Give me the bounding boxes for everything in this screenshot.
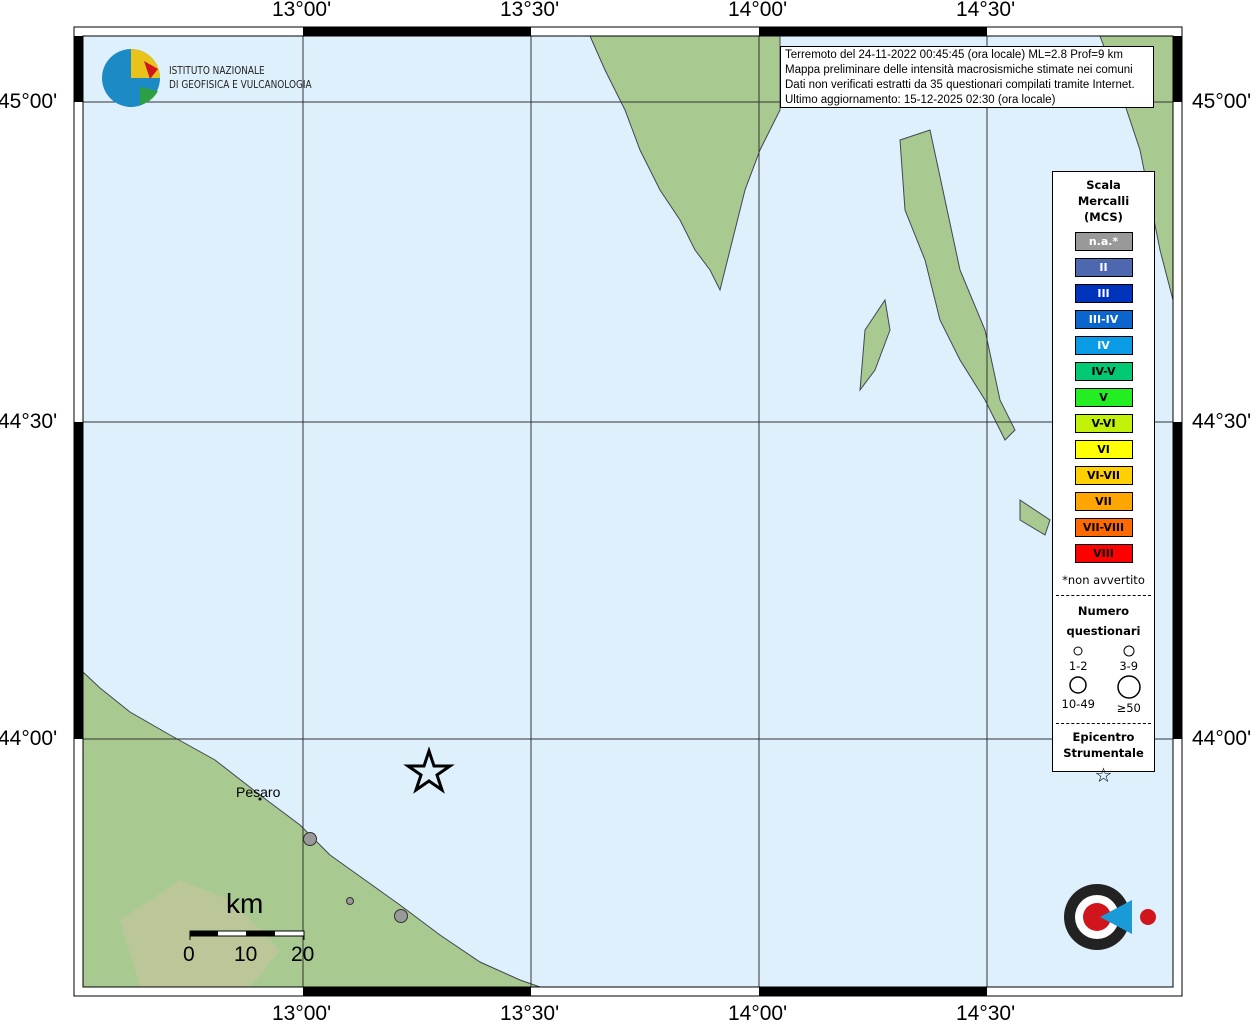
legend: Scala Mercalli (MCS) n.a.* II III III-IV IV IV-… [1052,171,1155,787]
legend-swatch-iii: III [1074,284,1133,303]
lon-label-top: 14°30' [956,0,1016,21]
legend-swatch-vi-vii: VI-VII [1074,466,1133,485]
circle-xlarge-icon [1117,675,1141,699]
logo-line1: ISTITUTO NAZIONALE [169,65,265,77]
ingv-logo-text: ISTITUTO NAZIONALE DI GEOFISICA E VULCANO… [169,64,312,92]
info-line: Mappa preliminare delle intensità macros… [785,64,1133,76]
lat-label-right: 45°00' [1192,90,1252,113]
epicenter-star-icon [403,746,455,794]
place-label: Pesaro [236,784,281,800]
legend-title: Scala Mercalli (MCS) [1077,178,1130,224]
lon-label-top: 13°00' [272,0,332,21]
info-line: Ultimo aggiornamento: 15-12-2025 02:30 (… [785,94,1056,106]
legend-swatch-iii-iv: III-IV [1074,310,1133,329]
intensity-point [303,832,317,846]
intensity-point [346,897,354,905]
scale-tick: 20 [291,943,315,966]
legend-swatch-iv-v: IV-V [1074,362,1133,381]
legend-swatch-v: V [1074,388,1133,407]
logo-line2: DI GEOFISICA E VULCANOLOGIA [169,79,312,91]
lon-label-bottom: 13°00' [272,1002,332,1025]
circle-medium-icon [1123,645,1135,657]
legend-note: *non avvertito [1062,573,1145,587]
circle-small-icon [1073,646,1083,656]
legend-swatch-iv: IV [1074,336,1133,355]
legend-swatch-vi: VI [1074,440,1133,459]
lon-label-top: 14°00' [728,0,788,21]
scale-bar [189,930,305,940]
legend-swatch-vii-viii: VII-VIII [1074,518,1133,537]
haisentito-logo [1064,884,1156,950]
ingv-logo [100,47,162,113]
info-line: Terremoto del 24-11-2022 00:45:45 (ora l… [785,49,1123,61]
scale-tick: 10 [234,943,258,966]
info-line: Dati non verificati estratti da 35 quest… [785,79,1135,91]
epicenter-title: Epicentro Strumentale [1063,730,1144,760]
legend-swatch-ii: II [1074,258,1133,277]
lon-label-top: 13°30' [500,0,560,21]
legend-swatch-na: n.a.* [1074,232,1133,251]
lon-label-bottom: 13°30' [500,1002,560,1025]
lat-label-left: 44°30' [0,410,58,433]
lat-label-left: 45°00' [0,90,58,113]
scale-tick: 0 [183,943,195,966]
legend-swatch-vii: VII [1074,492,1133,511]
lat-label-left: 44°00' [0,727,58,750]
intensity-point [394,909,408,923]
land-istria [589,35,781,292]
lat-label-right: 44°00' [1192,727,1252,750]
land-cres [899,129,1016,441]
legend-swatch-v-vi: V-VI [1074,414,1133,433]
legend-swatch-viii: VIII [1074,544,1133,563]
pesaro-marker [258,797,262,801]
lon-label-bottom: 14°00' [728,1002,788,1025]
lat-label-right: 44°30' [1192,410,1252,433]
circle-large-icon [1069,676,1087,694]
count-title: Numero questionari [1066,604,1141,638]
lon-label-bottom: 14°30' [956,1002,1016,1025]
event-info-box: Terremoto del 24-11-2022 00:45:45 (ora l… [780,46,1154,108]
scale-unit: km [226,888,264,919]
star-icon: ☆ [1094,763,1113,787]
